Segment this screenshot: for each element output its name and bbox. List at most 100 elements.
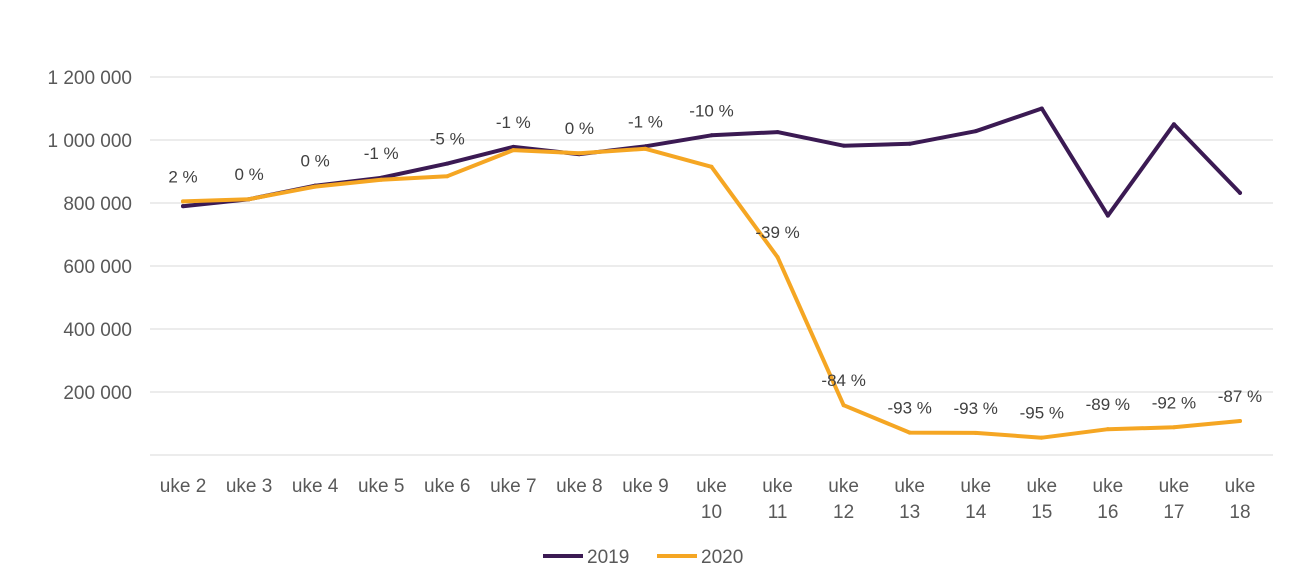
data-point-2019 xyxy=(775,130,780,135)
data-point-2020 xyxy=(841,403,846,408)
legend-label: 2019 xyxy=(587,547,629,568)
data-label: -95 % xyxy=(1020,404,1064,423)
x-tick-label: uke 8 xyxy=(556,476,602,497)
data-label: 2 % xyxy=(168,167,197,186)
legend-label: 2020 xyxy=(701,547,743,568)
data-point-2020 xyxy=(1039,435,1044,440)
x-tick-label-line: 11 xyxy=(768,502,788,523)
data-label: 0 % xyxy=(565,119,594,138)
x-tick-label-line: uke xyxy=(762,476,793,497)
data-point-2020 xyxy=(1237,418,1242,423)
x-tick-label-line: uke xyxy=(1159,476,1190,497)
data-point-2020 xyxy=(577,151,582,156)
data-label: -10 % xyxy=(689,101,733,120)
x-tick-label-line: 17 xyxy=(1163,502,1184,523)
x-tick-label-line: uke xyxy=(960,476,991,497)
data-point-2020 xyxy=(1171,425,1176,430)
x-tick-label: uke 13 xyxy=(894,476,925,523)
data-label: -92 % xyxy=(1152,393,1196,412)
data-point-2020 xyxy=(643,146,648,151)
data-point-2020 xyxy=(973,430,978,435)
x-tick-label-line: 13 xyxy=(899,502,920,523)
series-line-2019 xyxy=(181,106,1242,218)
gridlines xyxy=(150,76,1273,393)
x-tick-label-line: 15 xyxy=(1031,502,1052,523)
data-point-2019 xyxy=(511,144,516,149)
data-label: -5 % xyxy=(430,130,465,149)
y-tick-label: 1 200 000 xyxy=(47,68,132,89)
x-tick-label: uke 9 xyxy=(622,476,668,497)
data-point-2020 xyxy=(445,174,450,179)
x-tick-label-line: uke 5 xyxy=(358,476,404,497)
x-tick-label: uke 14 xyxy=(960,476,991,523)
x-tick-label-line: 18 xyxy=(1229,502,1250,523)
x-tick-label: uke 10 xyxy=(696,476,727,523)
y-tick-label: 800 000 xyxy=(63,194,132,215)
data-label: -87 % xyxy=(1218,387,1262,406)
x-tick-label-line: 16 xyxy=(1097,502,1118,523)
x-tick-label-line: 10 xyxy=(701,502,722,523)
x-tick-label: uke 2 xyxy=(160,476,206,497)
x-tick-label-line: 12 xyxy=(833,502,854,523)
data-label: -93 % xyxy=(887,399,931,418)
x-tick-label: uke 15 xyxy=(1026,476,1057,523)
data-point-2020 xyxy=(313,184,318,189)
x-tick-label-line: uke 7 xyxy=(490,476,536,497)
data-point-2020 xyxy=(379,177,384,182)
x-tick-label: uke 5 xyxy=(358,476,404,497)
x-tick-label-line: uke 8 xyxy=(556,476,602,497)
data-point-2020 xyxy=(181,199,186,204)
x-tick-label-line: uke xyxy=(1225,476,1256,497)
data-point-2020 xyxy=(907,430,912,435)
series-lines xyxy=(181,106,1242,440)
data-point-2019 xyxy=(973,129,978,134)
data-label: 0 % xyxy=(300,152,329,171)
data-point-2019 xyxy=(181,204,186,209)
series-line-2020 xyxy=(181,146,1242,440)
data-label: -1 % xyxy=(628,112,663,131)
y-tick-label: 600 000 xyxy=(63,257,132,278)
data-point-2019 xyxy=(445,161,450,166)
y-tick-label: 400 000 xyxy=(63,320,132,341)
data-point-2020 xyxy=(1105,427,1110,432)
data-point-2019 xyxy=(1039,106,1044,111)
x-tick-label-line: 14 xyxy=(965,502,987,523)
x-tick-label: uke 16 xyxy=(1093,476,1124,523)
data-point-2020 xyxy=(775,255,780,260)
data-label: 0 % xyxy=(234,165,263,184)
legend: 2019 2020 xyxy=(543,547,743,568)
y-tick-label: 1 000 000 xyxy=(47,131,132,152)
data-labels: 2 % 0 % 0 % -1 % -5 % -1 % 0 % -1 % -10 % -39 % -8… xyxy=(168,101,1262,422)
x-tick-label-line: uke xyxy=(1026,476,1057,497)
x-tick-label-line: uke 6 xyxy=(424,476,470,497)
x-tick-label: uke 6 xyxy=(424,476,470,497)
data-point-2019 xyxy=(1237,190,1242,195)
x-tick-label-line: uke xyxy=(894,476,925,497)
y-axis-ticks: 200 000 400 000 600 000 800 000 1 000 000 1 2… xyxy=(47,68,132,404)
x-tick-label-line: uke xyxy=(828,476,859,497)
x-tick-label-line: uke xyxy=(696,476,727,497)
x-tick-label-line: uke 4 xyxy=(292,476,339,497)
data-point-2020 xyxy=(511,148,516,153)
data-label: -84 % xyxy=(821,371,865,390)
x-tick-label: uke 11 xyxy=(762,476,793,523)
x-tick-label-line: uke 9 xyxy=(622,476,668,497)
data-point-2020 xyxy=(247,197,252,202)
data-point-2019 xyxy=(907,141,912,146)
x-tick-label-line: uke xyxy=(1093,476,1124,497)
x-tick-label-line: uke 3 xyxy=(226,476,272,497)
data-point-2020 xyxy=(709,164,714,169)
data-point-2019 xyxy=(709,133,714,138)
data-label: -1 % xyxy=(364,144,399,163)
y-tick-label: 200 000 xyxy=(63,383,132,404)
x-tick-label: uke 7 xyxy=(490,476,536,497)
data-label: -1 % xyxy=(496,113,531,132)
x-tick-label: uke 12 xyxy=(828,476,859,523)
data-point-2019 xyxy=(841,143,846,148)
x-tick-label-line: uke 2 xyxy=(160,476,206,497)
data-point-2019 xyxy=(1171,122,1176,127)
data-point-2019 xyxy=(1105,213,1110,218)
data-label: -89 % xyxy=(1086,395,1130,414)
data-label: -39 % xyxy=(755,223,799,242)
